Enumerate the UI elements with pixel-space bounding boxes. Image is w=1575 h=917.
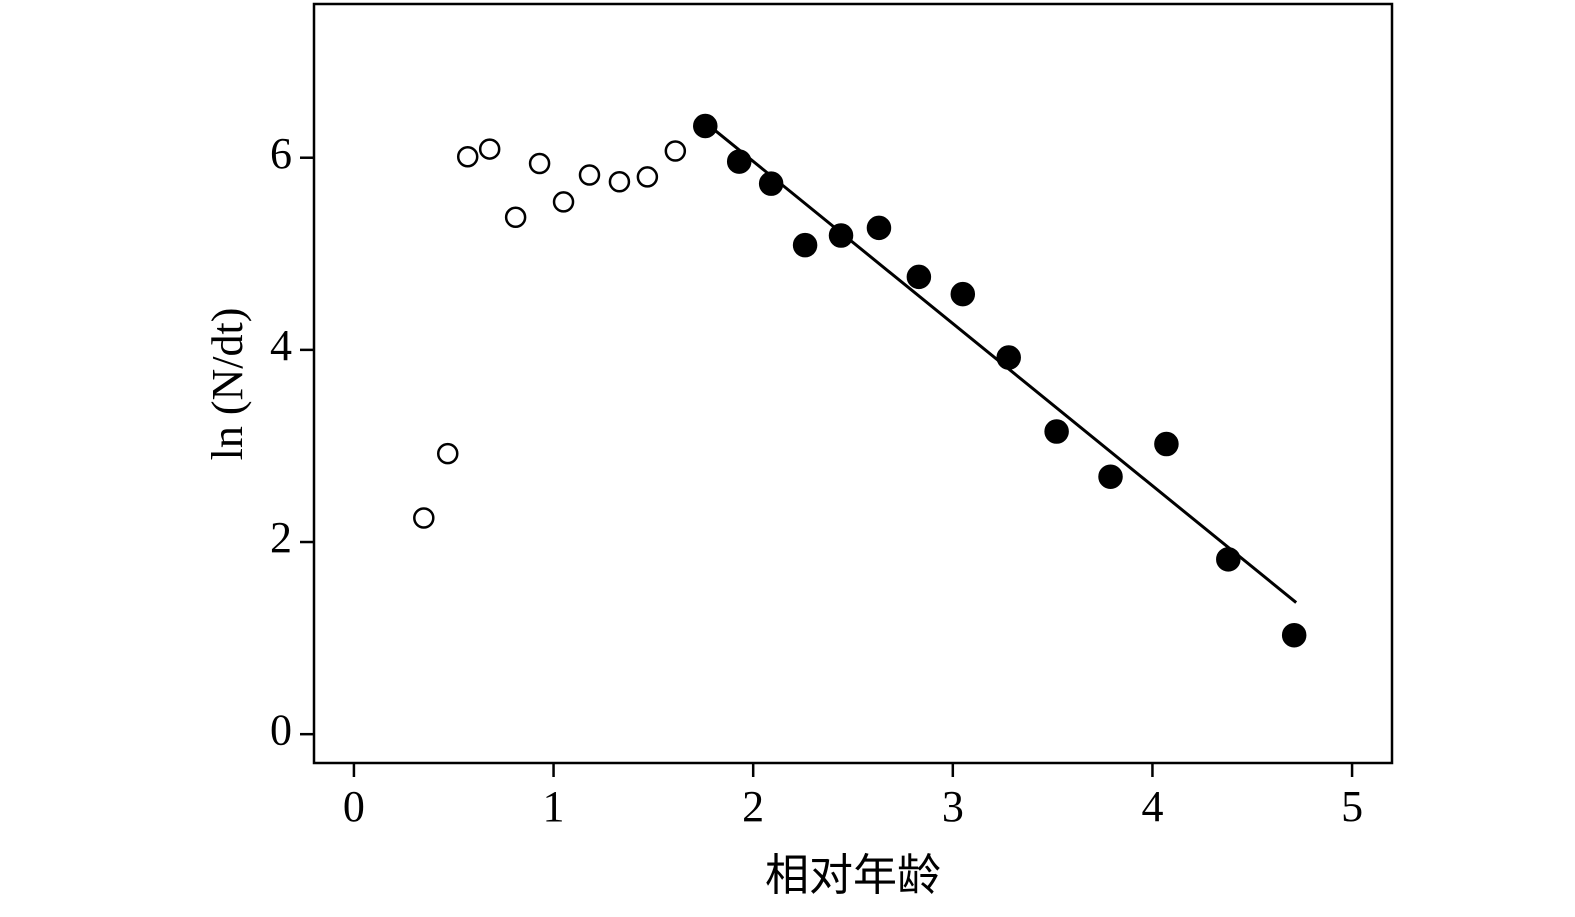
y-tick-label: 6 — [270, 129, 292, 178]
x-tick-label: 4 — [1141, 782, 1163, 831]
open-point — [636, 166, 659, 188]
filled-point — [1281, 622, 1307, 648]
y-tick-label: 2 — [270, 513, 292, 562]
filled-point — [792, 232, 818, 258]
open-point — [456, 146, 479, 168]
filled-point — [726, 149, 752, 174]
open-point — [437, 442, 459, 465]
x-tick-label: 0 — [343, 782, 365, 831]
filled-point — [693, 113, 718, 139]
filled-point — [1216, 547, 1241, 572]
filled-point — [828, 223, 854, 248]
x-tick-label: 2 — [742, 782, 764, 831]
filled-point — [1044, 419, 1069, 444]
x-tick-label: 1 — [543, 782, 565, 831]
filled-point — [1098, 464, 1123, 489]
x-axis-label: 相对年龄 — [765, 851, 941, 900]
y-tick-label: 4 — [270, 321, 292, 370]
filled-point — [950, 281, 976, 307]
filled-point — [906, 264, 932, 290]
x-tick-label: 5 — [1341, 782, 1363, 831]
open-point — [578, 164, 601, 186]
open-point — [413, 507, 435, 529]
plot-frame — [312, 2, 1394, 765]
open-point — [608, 170, 631, 193]
filled-point — [758, 171, 784, 196]
open-point — [664, 140, 687, 162]
filled-point — [1154, 431, 1179, 457]
x-tick-label: 3 — [942, 782, 964, 831]
y-axis-label: ln (N/dt) — [203, 308, 252, 461]
filled-point — [996, 345, 1021, 370]
open-point — [478, 138, 501, 160]
y-tick-label: 0 — [270, 705, 292, 754]
open-point — [504, 206, 527, 229]
open-point — [528, 152, 551, 175]
filled-point — [866, 215, 892, 241]
open-point — [552, 191, 575, 213]
